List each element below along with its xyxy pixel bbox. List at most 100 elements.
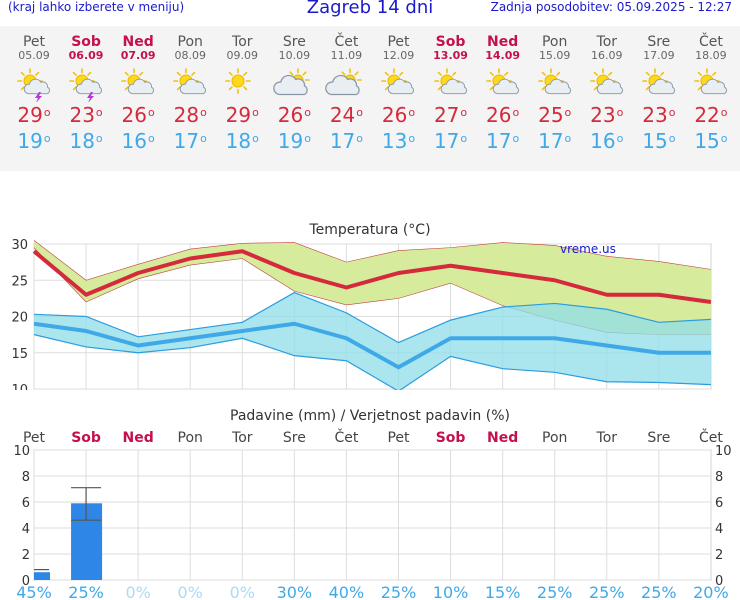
band-upper-line: [33, 240, 711, 281]
max-temp: 26o: [121, 103, 155, 127]
precipitation-probability: 25%: [589, 583, 625, 600]
day-column: Sob 06.09 23o 18o: [60, 26, 112, 154]
day-name: Sre: [647, 34, 671, 50]
precipitation-probability: 15%: [485, 583, 521, 600]
day-column: Ned 07.09 26o 16o: [112, 26, 164, 154]
max-temp: 25o: [538, 103, 572, 127]
y-tick-label: 30: [11, 238, 28, 253]
min-temp: 17o: [433, 129, 468, 153]
day-name: Čet: [698, 34, 723, 50]
cloud-icon: [179, 78, 207, 95]
band-upper-line: [33, 291, 711, 344]
weather-icon: [164, 66, 216, 102]
cloud-icon: [648, 78, 675, 95]
max-temp: 26o: [381, 103, 416, 127]
day-column: Sre 17.09 23o 15o: [633, 26, 685, 154]
day-date: 18.09: [695, 49, 727, 62]
day-date: 15.09: [538, 49, 571, 62]
plot-area: [33, 449, 712, 581]
day-column: Čet 18.09 22o 15o: [685, 26, 737, 154]
x-tick-label: Tor: [596, 430, 618, 446]
max-temp: 24o: [329, 103, 363, 127]
day-name: Sob: [435, 34, 466, 50]
day-date: 13.09: [433, 49, 468, 62]
day-column: Čet 11.09 24o 17o: [320, 26, 372, 154]
min-temp: 13o: [381, 129, 416, 153]
day-column: Tor 16.09 23o 16o: [581, 26, 633, 154]
x-tick-label: Pet: [23, 430, 46, 446]
day-date: 06.09: [68, 49, 104, 62]
day-name: Sob: [71, 34, 101, 50]
x-tick-label: Sob: [436, 430, 466, 446]
sun-rays: [225, 68, 252, 94]
weather-icon: [477, 66, 529, 102]
y-tick-label-right: 4: [715, 522, 723, 537]
day-date: 12.09: [382, 49, 415, 62]
sun-icon: [231, 74, 245, 88]
day-column: Ned 14.09 26o 17o: [477, 26, 529, 154]
x-tick-label: Ned: [487, 430, 518, 446]
day-column: Pet 05.09 29o 19o: [8, 26, 60, 154]
x-tick-label: Pon: [178, 430, 203, 446]
day-column: Sre 10.09 26o 19o: [268, 26, 320, 154]
precipitation-probability: 45%: [16, 583, 52, 600]
day-name: Tor: [596, 34, 618, 50]
cloud-icon: [23, 78, 50, 95]
weather-icon: [268, 66, 320, 102]
day-column: Pon 15.09 25o 17o: [529, 26, 581, 154]
day-column: Tor 09.09 29o 18o: [216, 26, 268, 154]
x-tick-label: Sre: [283, 430, 306, 446]
lightning-icon: [35, 92, 42, 103]
x-tick-label: Sob: [71, 430, 101, 446]
x-tick-label: Ned: [123, 430, 154, 446]
precipitation-probability: 0%: [178, 583, 203, 600]
day-name: Tor: [232, 34, 253, 50]
x-tick-label: Tor: [231, 430, 253, 446]
precipitation-probability: 25%: [537, 583, 573, 600]
min-temp: 17o: [538, 129, 572, 153]
max-temp: 28o: [173, 103, 207, 127]
x-tick-label: Čet: [699, 428, 723, 446]
day-column: Pet 12.09 26o 13o: [372, 26, 424, 154]
y-tick-label-left: 4: [22, 522, 30, 537]
min-temp: 16o: [590, 129, 624, 153]
day-date: 10.09: [278, 49, 311, 62]
day-date: 08.09: [174, 49, 206, 62]
weather-icon: [581, 66, 633, 102]
temperature-band: [34, 292, 711, 390]
weather-icon: [112, 66, 164, 102]
weather-icon: [60, 66, 112, 103]
band-lower-line: [33, 334, 711, 390]
day-name: Ned: [122, 34, 154, 50]
precipitation-bar: [34, 572, 50, 580]
last-updated: Zadnja posodobitev: 05.09.2025 - 12:27: [490, 0, 732, 14]
y-tick-label-right: 2: [715, 548, 723, 563]
max-temp: 26o: [277, 103, 311, 127]
max-temp: 29o: [17, 103, 51, 127]
min-temp: 17o: [173, 129, 207, 153]
min-temp: 17o: [486, 129, 520, 153]
min-temp: 17o: [329, 129, 363, 153]
y-tick-label-left: 2: [22, 548, 30, 563]
max-temp: 23o: [590, 103, 624, 127]
y-tick-label-right: 0: [715, 574, 723, 589]
cloud-icon: [440, 78, 467, 95]
day-date: 14.09: [485, 49, 521, 62]
precipitation-probability: 40%: [329, 583, 365, 600]
chart-title: Padavine (mm) / Verjetnost padavin (%): [230, 408, 510, 424]
y-tick-label-left: 0: [22, 574, 30, 589]
precipitation-probability: 25%: [68, 583, 104, 600]
precipitation-probability: 0%: [230, 583, 255, 600]
min-temp: 19o: [17, 129, 51, 153]
weather-icon: [633, 66, 685, 102]
max-temp: 29o: [225, 103, 259, 127]
weather-icon: [372, 66, 424, 102]
x-tick-label: Pon: [542, 430, 567, 446]
precipitation-probability: 30%: [277, 583, 313, 600]
y-tick-label-right: 10: [715, 444, 732, 459]
cloud-icon: [700, 78, 727, 95]
weather-icon: [685, 66, 737, 102]
precipitation-probability: 25%: [381, 583, 417, 600]
day-date: 09.09: [226, 49, 259, 62]
weather-icon: [529, 66, 581, 102]
